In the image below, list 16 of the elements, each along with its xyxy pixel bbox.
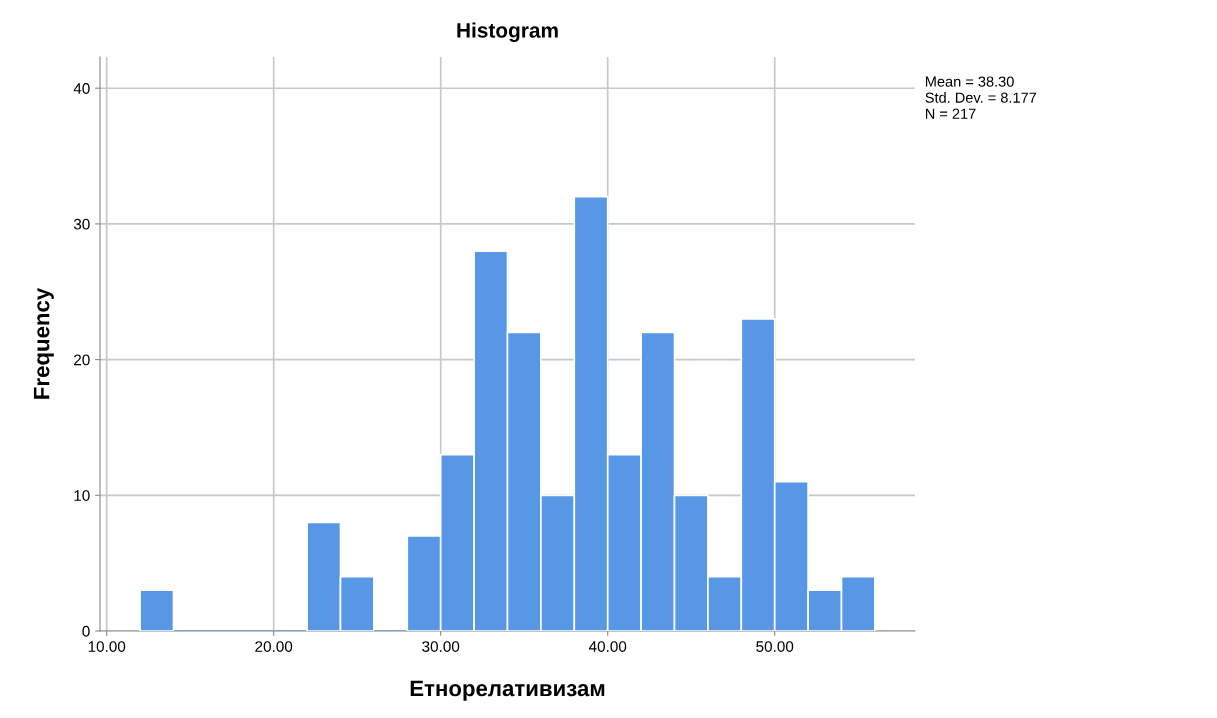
text: N = 217	[925, 108, 976, 119]
x-tick-label: 30.00	[422, 641, 460, 652]
chart-title: Histogram	[457, 22, 558, 42]
x-tick-label: 20.00	[255, 641, 293, 652]
y-tick-label: 20	[74, 354, 90, 366]
y-tick-label: 0	[82, 625, 90, 637]
y-tick-label: 30	[73, 218, 90, 230]
y-tick-label: 10	[74, 490, 90, 501]
y-tick-label: 40	[73, 83, 90, 94]
text: Mean = 38.30	[925, 76, 1014, 87]
x-tick-label: 50.00	[756, 641, 794, 652]
x-axis-title: Етнорелативизам	[410, 680, 605, 701]
y-axis-title: Frequency	[33, 287, 54, 399]
text: Std. Dev. = 8.177	[925, 92, 1037, 103]
x-tick-label: 40.00	[588, 641, 627, 652]
x-tick-label: 10.00	[88, 641, 126, 652]
